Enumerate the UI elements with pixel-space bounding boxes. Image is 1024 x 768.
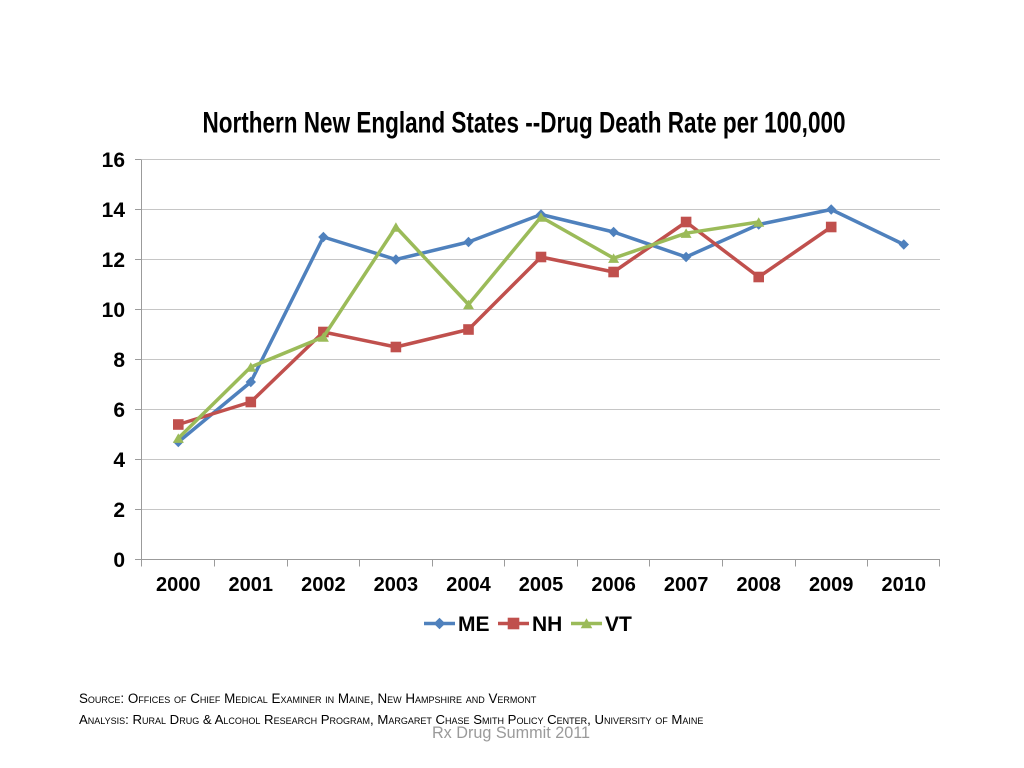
svg-text:2000: 2000 — [156, 574, 201, 596]
svg-text:2: 2 — [113, 499, 125, 522]
svg-text:4: 4 — [113, 449, 125, 472]
svg-text:2004: 2004 — [446, 574, 491, 596]
svg-text:2010: 2010 — [882, 574, 927, 596]
svg-text:16: 16 — [102, 149, 125, 172]
svg-text:10: 10 — [102, 299, 125, 322]
svg-text:2003: 2003 — [374, 574, 419, 596]
svg-text:2005: 2005 — [519, 574, 564, 596]
svg-text:14: 14 — [102, 199, 126, 222]
svg-text:2006: 2006 — [591, 574, 636, 596]
svg-text:12: 12 — [102, 249, 125, 272]
svg-text:2009: 2009 — [809, 574, 854, 596]
svg-text:Northern New England States --: Northern New England States --Drug Death… — [203, 107, 846, 140]
svg-text:ME: ME — [458, 613, 490, 636]
svg-text:2007: 2007 — [664, 574, 709, 596]
svg-text:NH: NH — [532, 613, 562, 636]
svg-text:2008: 2008 — [736, 574, 781, 596]
svg-text:VT: VT — [605, 613, 632, 636]
svg-text:6: 6 — [113, 399, 125, 422]
svg-text:8: 8 — [113, 349, 125, 372]
svg-text:2002: 2002 — [301, 574, 346, 596]
svg-text:0: 0 — [113, 549, 125, 572]
svg-text:2001: 2001 — [229, 574, 274, 596]
